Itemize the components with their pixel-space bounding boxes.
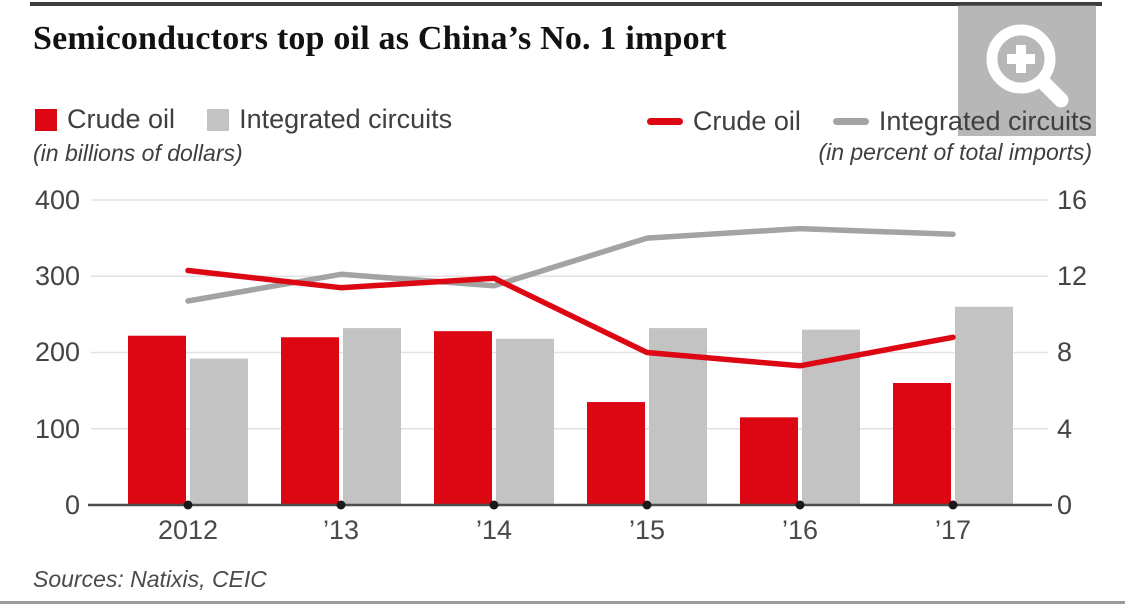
x-axis-label: ’16 — [781, 515, 819, 545]
axis-dot-’13 — [336, 500, 346, 510]
bar-crude-oil-’17 — [893, 383, 951, 505]
legend-item-ic-bar: Integrated circuits — [207, 104, 452, 135]
x-axis-label: ’17 — [934, 515, 972, 545]
bottom-divider — [0, 601, 1125, 604]
axis-dot-2012 — [183, 500, 193, 510]
legend-item-crude-bar: Crude oil — [35, 104, 175, 135]
sources-note: Sources: Natixis, CEIC — [33, 566, 267, 592]
integrated-circuits-line-swatch — [832, 118, 869, 125]
bar-crude-oil-’16 — [740, 417, 798, 505]
top-divider — [30, 2, 1102, 6]
line-crude-oil — [185, 267, 956, 369]
crude-oil-line-swatch — [646, 118, 683, 125]
legend-label: Integrated circuits — [878, 106, 1092, 136]
x-axis-label: 2012 — [157, 515, 219, 545]
bar-crude-oil-’13 — [281, 337, 339, 505]
axis-dot-’14 — [489, 500, 499, 510]
legend-item-crude-line: Crude oil — [646, 106, 801, 137]
left-axis-tick: 200 — [34, 337, 80, 367]
bar-crude-oil-’14 — [434, 331, 492, 505]
legend-lines: Crude oil Integrated circuits — [646, 106, 1092, 137]
crude-oil-bar-swatch — [35, 108, 57, 131]
right-axis-tick: 4 — [1057, 414, 1073, 444]
left-axis-tick: 400 — [34, 185, 80, 215]
right-axis-tick: 16 — [1057, 185, 1088, 215]
right-axis-tick: 12 — [1057, 261, 1088, 291]
bar-integrated-circuits-’13 — [343, 328, 401, 505]
right-axis-tick: 8 — [1057, 337, 1073, 367]
axis-dot-’16 — [795, 500, 805, 510]
magnifier-plus-icon — [986, 24, 1069, 108]
line-integrated-circuits — [185, 225, 956, 304]
bar-crude-oil-2012 — [128, 335, 186, 505]
axis-dot-’15 — [642, 500, 652, 510]
left-axis-tick: 100 — [34, 414, 80, 444]
bar-integrated-circuits-’17 — [955, 306, 1013, 505]
integrated-circuits-bar-swatch — [207, 108, 230, 131]
x-axis-label: ’14 — [475, 515, 513, 545]
legend-bars: Crude oil Integrated circuits — [35, 104, 452, 135]
zoom-button[interactable] — [958, 5, 1096, 136]
legend-label: Crude oil — [692, 106, 801, 136]
legend-label: Integrated circuits — [239, 104, 453, 134]
bar-integrated-circuits-2012 — [190, 358, 248, 505]
left-axis-tick: 0 — [64, 490, 80, 520]
left-axis-unit-label: (in billions of dollars) — [33, 140, 243, 166]
legend-item-ic-line: Integrated circuits — [832, 106, 1092, 137]
bar-crude-oil-’15 — [587, 402, 645, 505]
right-axis-tick: 0 — [1057, 490, 1073, 520]
right-axis-unit-label: (in percent of total imports) — [818, 139, 1092, 165]
x-axis-label: ’13 — [322, 515, 360, 545]
left-axis-tick: 300 — [34, 261, 80, 291]
x-axis-label: ’15 — [628, 515, 666, 545]
page-title: Semiconductors top oil as China’s No. 1 … — [33, 20, 727, 57]
bar-integrated-circuits-’14 — [496, 338, 554, 505]
axis-dot-’17 — [948, 500, 958, 510]
legend-label: Crude oil — [67, 104, 176, 134]
